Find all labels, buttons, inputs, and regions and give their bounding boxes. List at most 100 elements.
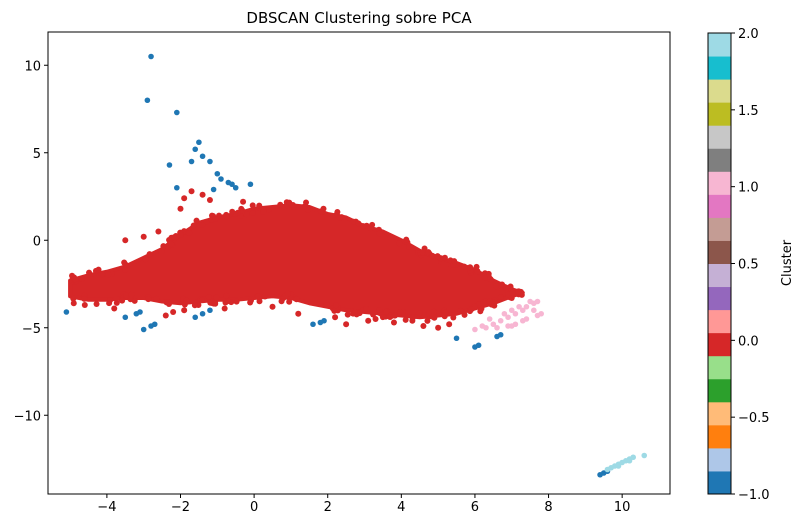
cluster-0-point: [442, 309, 449, 316]
colorbar: −1.0 −0.5 0.0 0.5 1.0 1.5 2.0: [707, 27, 770, 503]
colorbar-segment: [708, 194, 731, 218]
cluster-0-point: [81, 295, 88, 302]
plot-area-frame: [47, 31, 671, 495]
cluster-0-point: [350, 218, 357, 225]
cluster-0-point: [229, 208, 236, 215]
cluster-0-point: [402, 316, 409, 323]
cluster-0-point: [212, 300, 219, 307]
cluster-0-point: [146, 251, 153, 258]
cluster-0-point: [243, 211, 250, 218]
cluster-1-point: [494, 324, 500, 331]
cluster-0-point: [293, 296, 300, 303]
cluster-0-point: [492, 283, 499, 290]
cluster-0-point: [186, 229, 193, 236]
cluster--1-point: [247, 181, 254, 188]
cluster-0-point: [70, 295, 77, 302]
cluster-0-point: [121, 259, 128, 266]
cluster-0-point: [397, 308, 404, 315]
cluster-0-point: [332, 314, 339, 321]
cluster-0-point: [233, 298, 240, 305]
cluster-0-point: [105, 271, 112, 278]
cluster-0-point: [461, 311, 468, 318]
cluster--1-point: [137, 309, 143, 315]
cluster-1-point: [490, 321, 497, 328]
cluster-0-point: [390, 319, 397, 326]
cluster-0-point: [450, 314, 457, 321]
colorbar-label: Cluster: [780, 239, 795, 286]
cluster--1-point: [140, 326, 147, 333]
cluster-0-point: [424, 317, 431, 324]
cluster-0-point: [369, 221, 376, 228]
colorbar-segment: [708, 56, 731, 80]
cluster-0-point: [451, 258, 458, 265]
cluster-0-point: [379, 314, 386, 321]
cluster-0-point: [376, 306, 383, 313]
cluster--1-point: [192, 146, 199, 153]
cluster-0-point: [95, 266, 102, 273]
cluster-0-point: [145, 296, 152, 303]
cluster-0-point: [183, 297, 190, 304]
cluster-0-point: [81, 302, 88, 308]
cluster-0-point: [387, 314, 394, 321]
cluster-0-point: [191, 302, 198, 309]
x-tick-label: −4: [97, 500, 116, 515]
cluster-0-point: [403, 236, 410, 243]
cluster-0-point: [70, 300, 77, 307]
y-tick-label: 5: [33, 147, 41, 162]
cluster-0-point: [206, 197, 213, 203]
cluster-0-point: [323, 302, 330, 309]
cluster-0-point: [153, 295, 160, 302]
cluster-0-point: [396, 240, 403, 247]
cluster-0-point: [502, 284, 509, 291]
cluster--1-point: [207, 158, 213, 165]
cluster-2-point: [630, 454, 636, 461]
cluster-0-point: [160, 243, 167, 250]
cluster-0-point: [190, 222, 197, 229]
colorbar-segment: [708, 401, 731, 426]
cluster-0-point: [278, 298, 285, 305]
colorbar-segment: [708, 217, 731, 241]
cluster-0-point: [240, 198, 247, 205]
cluster-0-point: [131, 297, 138, 304]
cluster-0-point: [480, 299, 487, 306]
cluster-0-point: [265, 206, 272, 213]
cluster-1-point: [501, 310, 508, 317]
cluster-0-point: [168, 241, 175, 248]
cluster-0-point: [508, 295, 515, 301]
cluster--1-point: [174, 109, 180, 116]
cluster-1-point: [527, 298, 533, 305]
cluster-0-point: [481, 274, 488, 281]
cluster-0-point: [198, 297, 205, 304]
cluster-0-point: [188, 188, 195, 195]
cluster-0-point: [260, 208, 267, 215]
cluster-0-point: [301, 203, 308, 210]
cluster-0-point: [486, 298, 493, 305]
colorbar-tick-label: 1.5: [738, 104, 759, 119]
cluster-0-point: [213, 294, 220, 301]
cluster-0-point: [277, 201, 284, 208]
chart-title: DBSCAN Clustering sobre PCA: [246, 9, 472, 27]
cluster-1-point: [479, 323, 486, 329]
cluster-2-point: [615, 463, 622, 469]
cluster-0-point: [261, 293, 268, 300]
cluster-0-point: [255, 293, 262, 300]
cluster--1-point: [144, 97, 151, 104]
colorbar-segment: [708, 355, 731, 380]
cluster-0-point: [383, 308, 390, 315]
cluster-0-point: [247, 299, 254, 306]
colorbar-segment: [708, 378, 731, 403]
cluster-0-point: [181, 307, 188, 314]
cluster-0-point: [387, 234, 394, 241]
cluster-0-point: [473, 263, 480, 270]
cluster--1-point: [174, 184, 180, 191]
x-tick-label: 0: [250, 500, 258, 515]
cluster-0-point: [140, 233, 147, 240]
cluster-0-point: [457, 307, 464, 314]
cluster-0-point: [165, 299, 172, 306]
colorbar-segment: [708, 79, 731, 103]
cluster-1-point: [497, 317, 504, 324]
colorbar-segment: [708, 309, 731, 334]
colorbar-tick-label: 1.0: [738, 181, 759, 196]
colorbar-segment: [708, 33, 731, 57]
